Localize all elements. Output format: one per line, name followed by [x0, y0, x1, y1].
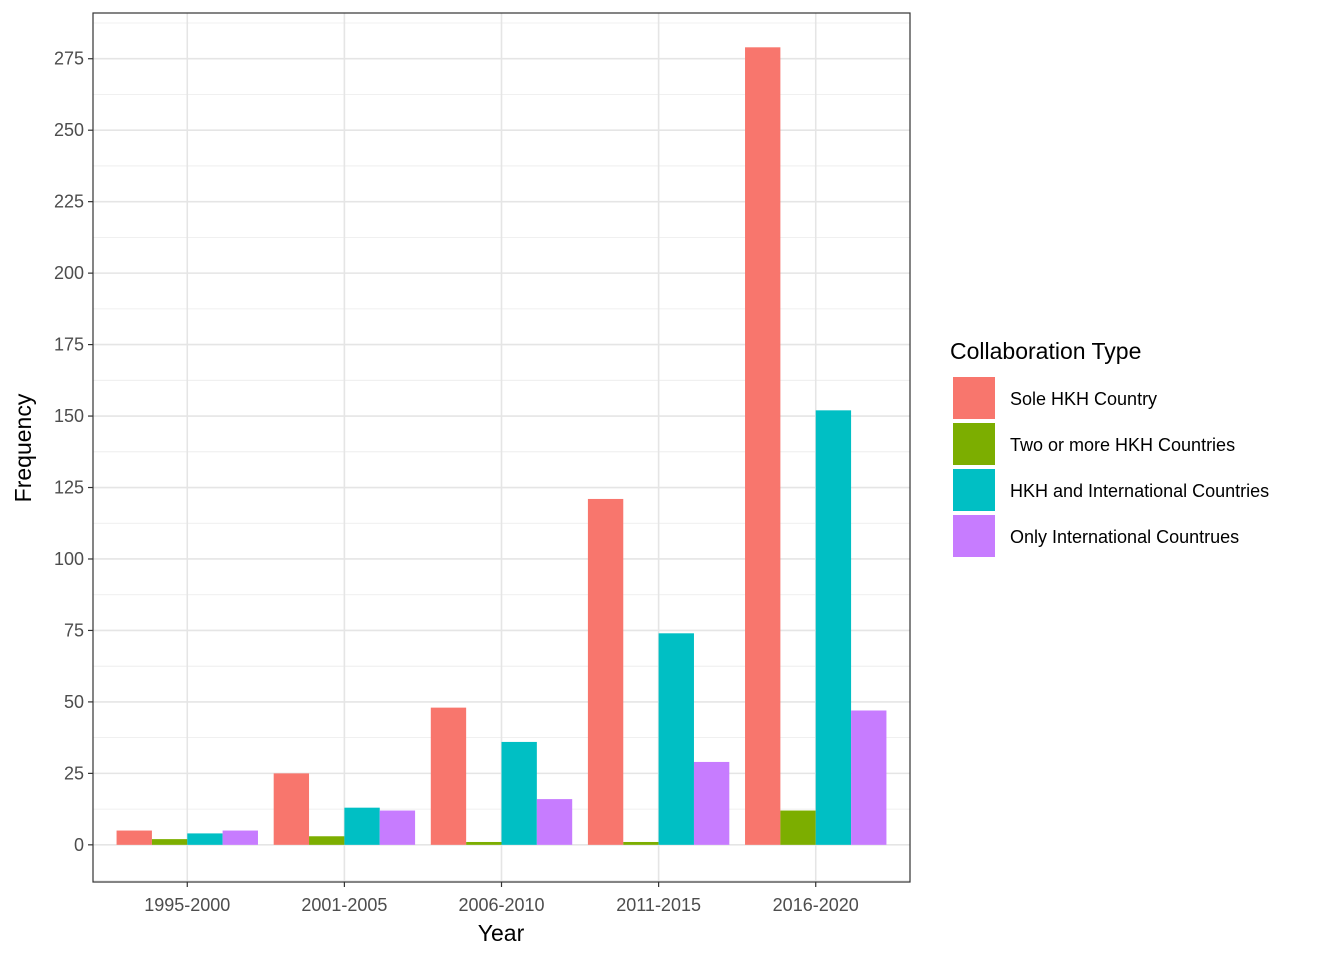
- x-tick-label: 2006-2010: [458, 895, 544, 915]
- y-tick-label: 75: [64, 620, 84, 640]
- x-axis: 1995-2000 2001-2005 2006-2010 2011-2015 2016…: [144, 882, 859, 915]
- y-axis-title: Frequency: [10, 393, 36, 502]
- legend-label: Only International Countrues: [1010, 527, 1239, 547]
- x-tick-label: 1995-2000: [144, 895, 230, 915]
- bar-1995-2000-1: [116, 830, 152, 845]
- legend-label: Sole HKH Country: [1010, 389, 1157, 409]
- y-tick-label: 275: [54, 49, 84, 69]
- bar-2001-2005-2: [309, 836, 345, 845]
- y-tick-label: 225: [54, 192, 84, 212]
- bar-1995-2000-4: [222, 830, 258, 845]
- legend-key: [953, 377, 995, 419]
- bar-2001-2005-3: [344, 807, 380, 845]
- bar-2006-2010-4: [536, 799, 573, 845]
- legend: Collaboration Type Sole HKH Country Two o…: [950, 338, 1269, 557]
- x-tick-label: 2011-2015: [616, 895, 701, 915]
- bar-2006-2010-2: [466, 841, 502, 845]
- bar-2011-2015-3: [658, 633, 694, 845]
- y-tick-label: 175: [54, 335, 84, 355]
- bar-2006-2010-3: [501, 741, 537, 845]
- legend-key: [953, 515, 995, 557]
- x-tick-label: 2001-2005: [301, 895, 387, 915]
- legend-key: [953, 469, 995, 511]
- bar-2011-2015-2: [623, 841, 659, 845]
- legend-label: Two or more HKH Countries: [1010, 435, 1235, 455]
- y-tick-label: 200: [54, 263, 84, 283]
- legend-label: HKH and International Countries: [1010, 481, 1269, 501]
- bar-2016-2020-2: [780, 810, 816, 845]
- bar-2016-2020-3: [815, 410, 852, 845]
- y-tick-label: 250: [54, 120, 84, 140]
- bar-2016-2020-1: [745, 47, 781, 845]
- y-axis: 0 25 50 75 100 125 150 175 200 225 250 275: [54, 49, 93, 855]
- bar-1995-2000-3: [187, 833, 223, 845]
- bar-2016-2020-4: [851, 710, 887, 845]
- legend-key: [953, 423, 995, 465]
- bar-2011-2015-1: [587, 498, 624, 845]
- bar-2001-2005-4: [379, 810, 416, 845]
- y-tick-label: 125: [54, 478, 84, 498]
- x-axis-title: Year: [478, 920, 525, 946]
- bars: [116, 47, 887, 845]
- legend-title: Collaboration Type: [950, 338, 1141, 364]
- y-tick-label: 100: [54, 549, 84, 569]
- y-tick-label: 50: [64, 692, 84, 712]
- bar-2006-2010-1: [430, 707, 467, 845]
- bar-2001-2005-1: [273, 773, 310, 845]
- y-tick-label: 150: [54, 406, 84, 426]
- x-tick-label: 2016-2020: [773, 895, 859, 915]
- bar-1995-2000-2: [151, 839, 188, 845]
- bar-2011-2015-4: [693, 761, 730, 845]
- y-tick-label: 0: [74, 835, 84, 855]
- y-tick-label: 25: [64, 763, 84, 783]
